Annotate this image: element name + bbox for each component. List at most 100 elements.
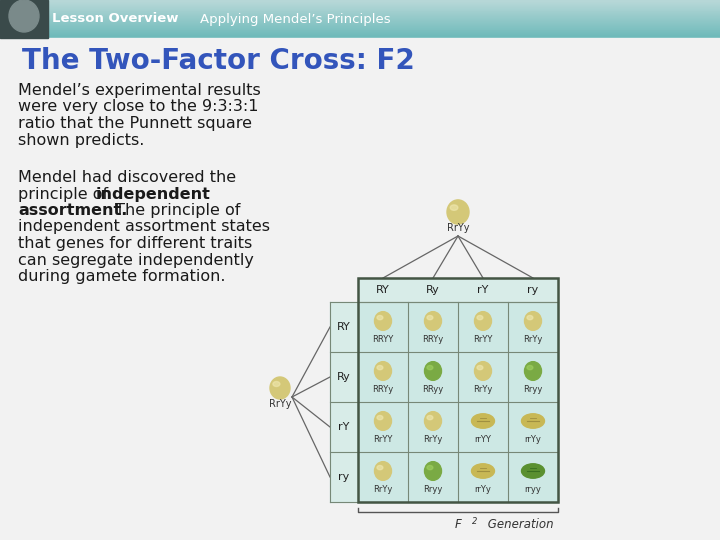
- Text: that genes for different traits: that genes for different traits: [18, 236, 252, 251]
- Bar: [0, 35, 720, 36]
- Ellipse shape: [427, 366, 433, 370]
- Text: RrYy: RrYy: [269, 399, 292, 409]
- Text: RRYy: RRYy: [423, 335, 444, 344]
- Text: Ry: Ry: [337, 372, 351, 382]
- Text: rrYy: rrYy: [474, 485, 492, 494]
- Text: F: F: [454, 517, 462, 530]
- Bar: [0, 19, 720, 21]
- Text: Applying Mendel’s Principles: Applying Mendel’s Principles: [200, 12, 391, 25]
- Bar: [0, 3, 720, 5]
- Text: Generation: Generation: [484, 517, 554, 530]
- Ellipse shape: [374, 462, 392, 481]
- Bar: [0, 27, 720, 29]
- Ellipse shape: [377, 415, 383, 420]
- Ellipse shape: [427, 465, 433, 470]
- Bar: [0, 0, 48, 38]
- Ellipse shape: [377, 366, 383, 370]
- Ellipse shape: [270, 377, 290, 399]
- Bar: [0, 5, 720, 6]
- Text: RrYy: RrYy: [446, 223, 469, 233]
- Bar: [0, 18, 720, 20]
- Text: RRYy: RRYy: [372, 385, 394, 394]
- Ellipse shape: [377, 465, 383, 470]
- Bar: [0, 12, 720, 14]
- Text: rryy: rryy: [525, 485, 541, 494]
- Ellipse shape: [9, 0, 39, 32]
- Bar: [0, 1, 720, 2]
- Bar: [0, 30, 720, 31]
- Bar: [0, 37, 720, 38]
- Text: RrYY: RrYY: [473, 335, 492, 344]
- Bar: [358, 302, 558, 502]
- Ellipse shape: [374, 362, 392, 380]
- Text: can segregate independently: can segregate independently: [18, 253, 254, 267]
- Bar: [0, 21, 720, 22]
- Bar: [0, 8, 720, 10]
- Text: rY: rY: [338, 422, 350, 432]
- Bar: [0, 15, 720, 16]
- Bar: [0, 2, 720, 3]
- Text: independent assortment states: independent assortment states: [18, 219, 270, 234]
- Text: RrYy: RrYy: [523, 335, 543, 344]
- Text: The Two-Factor Cross: F2: The Two-Factor Cross: F2: [22, 47, 415, 75]
- Bar: [0, 6, 720, 8]
- Bar: [0, 22, 720, 24]
- Ellipse shape: [524, 362, 541, 380]
- Bar: [330, 302, 358, 502]
- Text: assortment.: assortment.: [18, 203, 127, 218]
- Ellipse shape: [521, 414, 544, 428]
- Text: Lesson Overview: Lesson Overview: [52, 12, 179, 25]
- Bar: [0, 36, 720, 37]
- Ellipse shape: [474, 312, 492, 330]
- Ellipse shape: [374, 411, 392, 430]
- Text: ry: ry: [338, 472, 350, 482]
- Bar: [0, 28, 720, 30]
- Ellipse shape: [425, 362, 441, 380]
- Ellipse shape: [273, 381, 280, 387]
- Ellipse shape: [425, 411, 441, 430]
- Bar: [0, 32, 720, 33]
- Ellipse shape: [474, 362, 492, 380]
- Bar: [0, 29, 720, 30]
- Text: Mendel’s experimental results: Mendel’s experimental results: [18, 83, 261, 98]
- Ellipse shape: [374, 312, 392, 330]
- Ellipse shape: [447, 200, 469, 224]
- Ellipse shape: [472, 464, 495, 478]
- Text: shown predicts.: shown predicts.: [18, 132, 145, 147]
- Bar: [358, 278, 558, 502]
- Bar: [0, 11, 720, 12]
- Ellipse shape: [521, 464, 544, 478]
- Bar: [0, 33, 720, 34]
- Ellipse shape: [527, 366, 533, 370]
- Bar: [0, 4, 720, 6]
- Bar: [358, 278, 558, 302]
- Ellipse shape: [377, 315, 383, 320]
- Text: RrYy: RrYy: [473, 385, 492, 394]
- Ellipse shape: [527, 315, 533, 320]
- Text: RrYy: RrYy: [373, 485, 392, 494]
- Text: RY: RY: [376, 285, 390, 295]
- Bar: [0, 33, 720, 35]
- Bar: [0, 25, 720, 26]
- Text: Rryy: Rryy: [523, 385, 543, 394]
- Bar: [0, 17, 720, 19]
- Text: RRyy: RRyy: [423, 385, 444, 394]
- Bar: [0, 7, 720, 9]
- Text: rrYY: rrYY: [474, 435, 492, 444]
- Text: RrYy: RrYy: [423, 435, 443, 444]
- Bar: [0, 22, 720, 23]
- Bar: [0, 9, 720, 10]
- Bar: [0, 16, 720, 17]
- Ellipse shape: [425, 462, 441, 481]
- Ellipse shape: [477, 366, 483, 370]
- Ellipse shape: [524, 312, 541, 330]
- Text: ratio that the Punnett square: ratio that the Punnett square: [18, 116, 252, 131]
- Text: RY: RY: [337, 322, 351, 332]
- Ellipse shape: [427, 415, 433, 420]
- Text: ry: ry: [527, 285, 539, 295]
- Bar: [0, 24, 720, 25]
- Ellipse shape: [427, 315, 433, 320]
- Text: RRYY: RRYY: [372, 335, 394, 344]
- Bar: [0, 13, 720, 14]
- Text: RrYY: RrYY: [373, 435, 392, 444]
